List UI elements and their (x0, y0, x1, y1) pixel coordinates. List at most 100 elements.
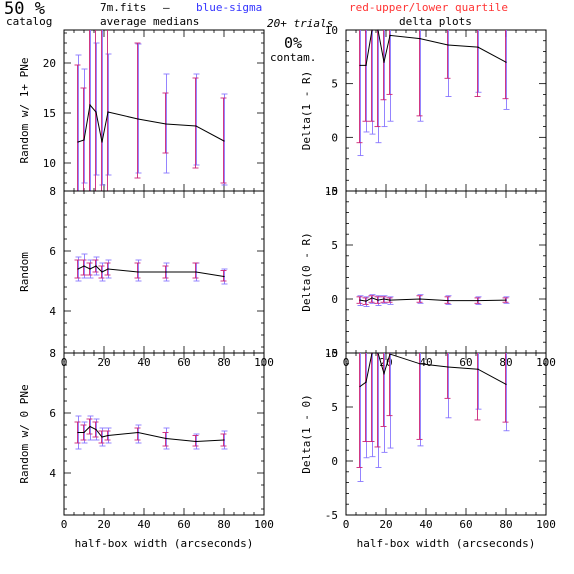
contamination-percent: 0% (284, 34, 302, 52)
median-point (447, 366, 449, 368)
median-point (165, 271, 167, 273)
median-point (223, 439, 225, 441)
median-line (359, 297, 507, 302)
percent-label: 50 % (4, 0, 45, 19)
panel-left-top: 10 15 20 Random w/ 1+ PNe (18, 29, 265, 192)
median-point (107, 434, 109, 437)
median-point (223, 140, 225, 142)
median-point (377, 352, 379, 354)
x-tick-label: 60 (459, 356, 472, 369)
y-tick-label: -5 (325, 347, 338, 360)
y-tick-label: 6 (49, 245, 56, 258)
x-tick-label: 80 (217, 356, 230, 369)
median-point (477, 368, 479, 370)
y-tick-label: 4 (49, 305, 56, 318)
median-point (195, 440, 197, 443)
median-point (83, 265, 85, 267)
y-axis-label: Random w/ 0 PNe (18, 384, 31, 483)
median-point (365, 64, 367, 67)
contamination-label: contam. (270, 51, 316, 64)
median-line (360, 29, 507, 66)
y-tick-label: 5 (331, 401, 338, 414)
median-point (83, 139, 85, 141)
x-tick-label: 60 (459, 518, 472, 531)
y-tick-label: -5 (325, 509, 338, 522)
panel-right-top: -5 0 5 10 Delta(1 - R) (300, 24, 547, 198)
median-point (77, 141, 79, 143)
x-tick-label: 100 (536, 518, 556, 531)
median-point (137, 431, 139, 434)
y-tick-label: 10 (325, 347, 338, 360)
median-point (359, 64, 361, 67)
median-point (165, 437, 167, 440)
y-tick-label: 20 (43, 57, 56, 70)
x-tick-label: 100 (254, 518, 274, 531)
median-point (107, 111, 109, 113)
y-tick-label: 0 (331, 455, 338, 468)
red-quartile-label: red-upper/lower quartile (349, 1, 508, 14)
average-medians-label: average medians (100, 15, 199, 28)
median-point (101, 436, 103, 438)
median-point (505, 61, 507, 63)
median-point (83, 431, 85, 434)
y-tick-label: 5 (331, 239, 338, 252)
trials-label: 20+ trials (267, 17, 333, 30)
y-tick-label: 5 (331, 78, 338, 91)
plot-frame (345, 352, 547, 516)
y-tick-label: 8 (49, 185, 56, 198)
median-point (377, 299, 379, 301)
median-point (505, 383, 507, 385)
median-point (165, 123, 167, 125)
x-tick-label: 40 (419, 518, 432, 531)
median-point (477, 300, 479, 302)
median-point (195, 125, 197, 127)
median-point (77, 268, 79, 270)
median-point (359, 299, 361, 301)
median-point (137, 118, 139, 120)
panel-left-bottom: 0 20 40 60 80 100 4 6 8 Random w/ 0 PNe half-box w… (18, 347, 274, 550)
plot-frame (345, 29, 547, 192)
y-axis-label: Delta(1 - 0) (300, 394, 313, 473)
x-tick-label: 20 (97, 356, 110, 369)
x-tick-label: 40 (137, 356, 150, 369)
median-point (137, 271, 139, 273)
x-tick-label: 40 (419, 356, 432, 369)
x-tick-label: 0 (343, 518, 350, 531)
x-tick-label: 20 (379, 518, 392, 531)
median-point (195, 271, 197, 273)
y-tick-label: 0 (331, 293, 338, 306)
x-tick-label: 20 (97, 518, 110, 531)
median-point (101, 271, 103, 273)
median-line (359, 352, 507, 387)
median-line (78, 425, 225, 443)
catalog-label: catalog (6, 15, 52, 28)
median-point (95, 428, 97, 431)
y-axis-label: Random (18, 252, 31, 292)
y-axis-label: Delta(0 - R) (300, 232, 313, 311)
plot-frame (63, 352, 265, 516)
median-line (77, 103, 225, 143)
median-point (383, 61, 385, 63)
x-tick-label: 0 (61, 518, 68, 531)
plot-frame (345, 190, 547, 354)
median-point (89, 104, 91, 106)
median-point (389, 34, 391, 36)
y-tick-label: 8 (49, 347, 56, 360)
y-tick-label: -5 (325, 185, 338, 198)
panel-right-bottom: 0 20 40 60 80 100 -5 0 5 10 Delta(1 - 0) half-box w… (300, 347, 556, 550)
filename-label: 7m.fits (100, 1, 146, 14)
y-axis-label: Delta(1 - R) (300, 71, 313, 150)
y-tick-label: 4 (49, 467, 56, 480)
median-point (389, 299, 391, 301)
blue-sigma-label: blue-sigma (196, 1, 262, 14)
median-point (365, 381, 367, 383)
dash-label: – (163, 1, 170, 14)
x-tick-label: 60 (177, 518, 190, 531)
median-point (107, 268, 109, 270)
median-point (223, 275, 225, 278)
x-tick-label: 80 (499, 356, 512, 369)
median-point (101, 141, 103, 143)
x-tick-label: 60 (177, 356, 190, 369)
